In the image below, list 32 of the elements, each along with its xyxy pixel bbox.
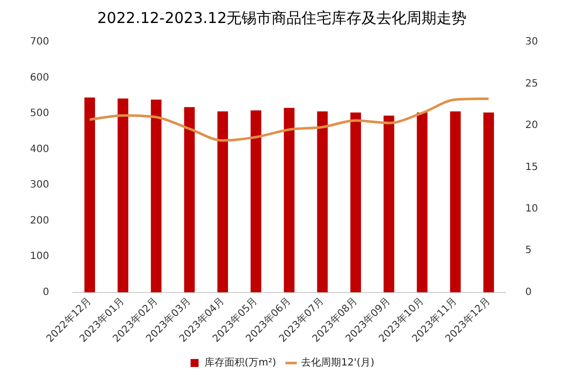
bar (350, 112, 361, 292)
bar (384, 116, 394, 292)
bar (184, 107, 195, 292)
y-tick-label: 100 (30, 251, 50, 262)
y-tick-label: 200 (30, 215, 50, 226)
bar (317, 111, 328, 292)
y-tick-label: 700 (30, 36, 50, 48)
y2-tick-label: 20 (525, 120, 538, 132)
y2-tick-label: 15 (525, 162, 538, 173)
y-tick-label: 600 (30, 72, 50, 84)
y2-tick-label: 25 (525, 78, 538, 90)
bar (84, 97, 96, 292)
y-tick-label: 300 (30, 180, 50, 191)
bar (483, 112, 494, 292)
bar (217, 111, 228, 292)
line-series (88, 98, 490, 142)
bar (284, 108, 294, 292)
legend-label: 库存面积(万m²) (204, 356, 276, 369)
legend-label: 去化周期12'(月) (301, 356, 375, 369)
bar (450, 111, 461, 292)
y-tick-label: 0 (42, 286, 50, 298)
y2-tick-label: 5 (525, 245, 532, 256)
y-tick-label: 500 (30, 108, 50, 120)
y2-tick-label: 0 (525, 286, 532, 298)
y2-tick-label: 30 (525, 36, 538, 48)
y-tick-label: 400 (30, 144, 50, 155)
chart-title: 2022.12-2023.12无锡市商品住宅库存及去化周期走势 (97, 8, 467, 27)
bar (118, 98, 128, 292)
bar (250, 110, 262, 292)
y2-tick-label: 10 (525, 204, 538, 215)
bar (150, 100, 162, 292)
bar (416, 112, 428, 292)
